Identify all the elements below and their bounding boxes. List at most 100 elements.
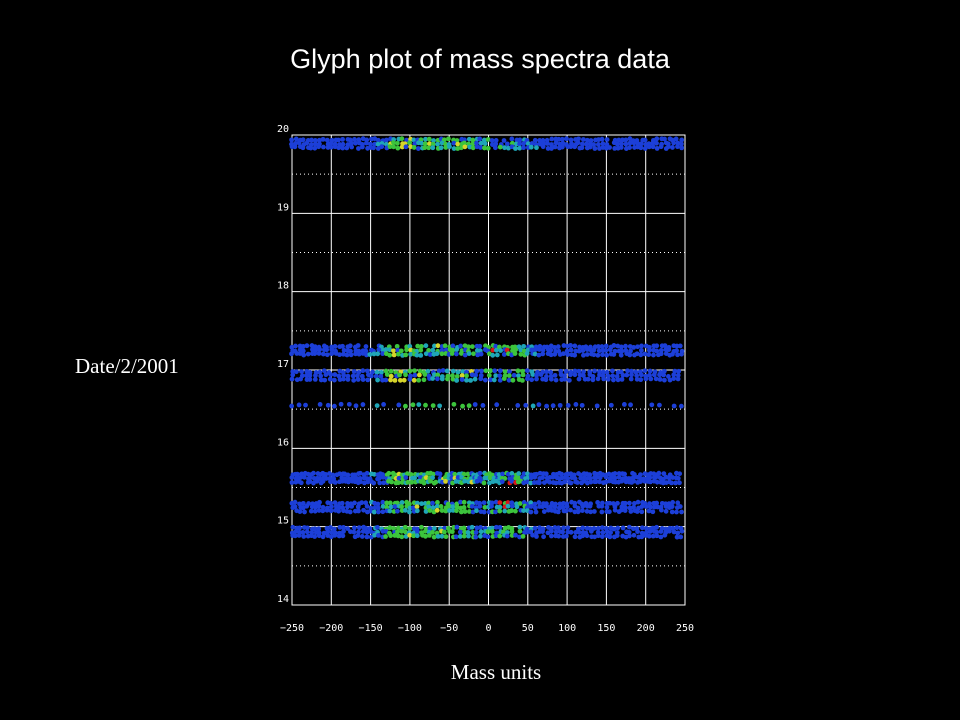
data-glyph (383, 347, 389, 352)
data-glyph (297, 351, 303, 356)
data-glyph (450, 343, 456, 349)
data-glyph (411, 377, 417, 383)
data-glyph (639, 530, 645, 536)
data-glyph (595, 526, 601, 531)
data-glyph (344, 352, 350, 358)
data-glyph (340, 136, 345, 142)
data-glyph (375, 524, 380, 530)
data-glyph (653, 474, 659, 480)
data-glyph (407, 532, 413, 538)
data-glyph (426, 533, 432, 538)
data-glyph (481, 500, 487, 506)
data-glyph (423, 533, 428, 539)
data-glyph (332, 372, 338, 377)
data-glyph (507, 369, 512, 375)
data-glyph (563, 368, 569, 374)
data-glyph (537, 480, 542, 486)
data-glyph (623, 343, 628, 349)
data-glyph (662, 377, 667, 383)
data-glyph (559, 471, 565, 477)
data-glyph (418, 352, 424, 358)
data-glyph (454, 508, 459, 514)
data-glyph (671, 372, 677, 378)
data-glyph (320, 504, 326, 510)
data-glyph (377, 480, 383, 486)
x-tick-label: −50 (440, 623, 458, 634)
data-glyph (509, 136, 515, 142)
data-glyph (520, 368, 525, 374)
data-glyph (312, 141, 318, 147)
data-glyph (521, 508, 526, 513)
data-glyph (466, 351, 472, 357)
data-glyph (320, 136, 326, 142)
data-glyph (336, 508, 342, 514)
data-glyph (517, 528, 523, 534)
data-glyph (289, 137, 295, 143)
data-glyph (592, 146, 598, 151)
data-glyph (423, 136, 428, 142)
data-glyph (454, 347, 460, 353)
data-glyph (417, 368, 423, 374)
data-glyph (360, 368, 366, 374)
data-glyph (399, 504, 404, 510)
data-glyph (318, 373, 324, 379)
data-glyph (513, 347, 519, 352)
data-glyph (540, 475, 546, 480)
data-glyph (415, 343, 421, 349)
data-glyph (615, 377, 621, 383)
data-glyph (435, 141, 440, 147)
data-glyph (501, 138, 507, 143)
data-glyph (618, 344, 624, 350)
data-glyph (431, 526, 437, 531)
data-glyph (600, 530, 606, 535)
data-glyph (395, 351, 401, 357)
data-glyph (426, 500, 432, 506)
data-glyph (340, 141, 346, 147)
data-glyph (408, 472, 414, 477)
data-glyph (321, 530, 327, 536)
x-tick-label: 200 (637, 623, 655, 634)
data-glyph (556, 505, 562, 511)
data-glyph (588, 476, 593, 481)
data-glyph (502, 476, 508, 481)
data-glyph (371, 145, 376, 151)
data-glyph (316, 503, 322, 509)
data-glyph (423, 528, 428, 534)
data-glyph (500, 471, 506, 477)
data-glyph (357, 470, 363, 476)
data-glyph (293, 136, 299, 142)
data-glyph (662, 343, 668, 349)
data-glyph (540, 529, 545, 534)
data-glyph (388, 373, 394, 379)
data-glyph (506, 373, 512, 379)
data-glyph (461, 525, 467, 531)
data-glyph (487, 480, 492, 486)
data-glyph (312, 526, 318, 532)
data-glyph (360, 529, 366, 534)
data-glyph (596, 348, 602, 354)
data-glyph (517, 141, 523, 147)
data-glyph (671, 529, 677, 535)
data-glyph (397, 372, 402, 378)
data-glyph (474, 140, 479, 146)
data-glyph (351, 529, 357, 535)
data-glyph (610, 368, 615, 374)
data-glyph (506, 377, 512, 383)
data-glyph (674, 343, 680, 349)
data-glyph (399, 144, 405, 150)
data-glyph (493, 141, 499, 147)
data-glyph (493, 343, 499, 349)
data-glyph (433, 479, 439, 485)
data-glyph (396, 402, 402, 408)
data-glyph (646, 508, 652, 514)
data-glyph (354, 373, 360, 379)
data-glyph (375, 377, 380, 383)
data-glyph (619, 507, 624, 513)
data-glyph (411, 137, 417, 143)
data-glyph (675, 352, 680, 358)
data-glyph (367, 352, 373, 357)
data-glyph (520, 377, 525, 383)
data-glyph (627, 352, 633, 358)
data-glyph (302, 509, 307, 515)
data-glyph (355, 343, 361, 348)
